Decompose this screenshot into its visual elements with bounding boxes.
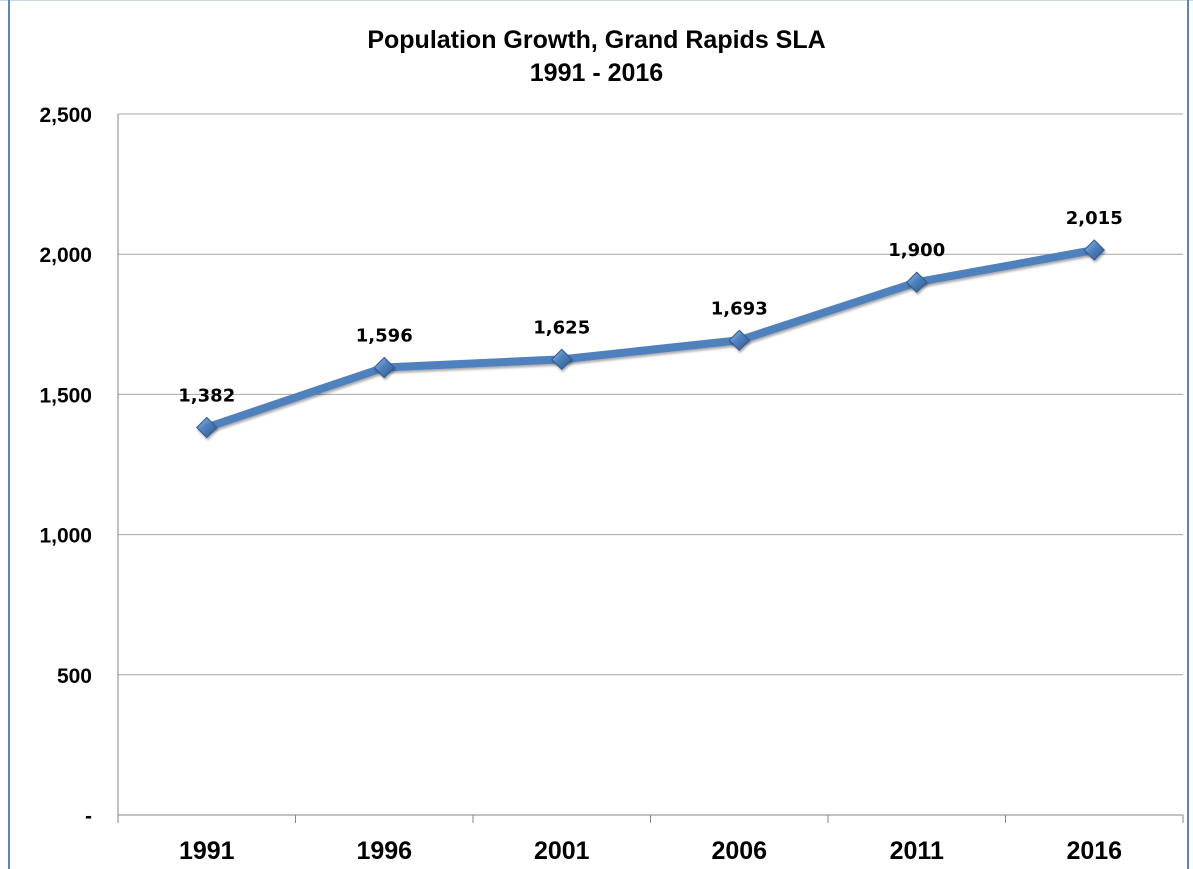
population-line [202,245,1099,432]
x-axis-ticks: 1991 1996 2001 2006 2011 2016 [179,837,1122,865]
data-point-1991 [196,416,218,439]
data-label-2006: 1,693 [711,298,768,319]
frame-right-edge [1187,0,1189,869]
data-label-2016: 2,015 [1066,208,1123,229]
data-point-2006 [728,329,750,351]
y-tick-label-500: 500 [57,665,92,688]
series-population [202,245,1099,432]
x-tick-label-2006: 2006 [711,837,767,865]
data-label-2001: 1,625 [533,317,590,338]
x-tick-label-1996: 1996 [356,837,412,865]
y-tick-label-1500: 1,500 [39,384,92,407]
frame-left-edge [8,0,10,869]
data-label-2011: 1,900 [888,240,945,261]
data-point-2001 [551,348,573,371]
axes [117,114,1184,823]
data-point-2016 [1083,239,1105,261]
x-tick-label-2016: 2016 [1066,837,1122,865]
data-labels: 1,382 1,596 1,625 1,693 1,900 2,015 [178,208,1122,406]
y-tick-label-1000: 1,000 [39,525,92,548]
y-axis-ticks: - 500 1,000 1,500 2,000 2,500 [39,104,92,828]
chart-subtitle: 1991 - 2016 [529,59,664,87]
data-label-1991: 1,382 [178,385,235,406]
gridlines [118,113,1183,676]
series-markers [196,239,1105,439]
chart-title: Population Growth, Grand Rapids SLA [367,26,826,54]
frame-top-edge [0,0,1193,1]
data-label-1996: 1,596 [356,325,413,346]
data-point-1996 [373,356,395,379]
data-point-2011 [906,271,928,293]
y-tick-label-2500: 2,500 [39,104,92,127]
x-tick-label-2001: 2001 [534,837,590,865]
x-tick-label-1991: 1991 [179,837,235,865]
y-tick-label-0: - [85,805,92,828]
x-tick-label-2011: 2011 [890,837,944,865]
y-tick-label-2000: 2,000 [39,244,92,267]
